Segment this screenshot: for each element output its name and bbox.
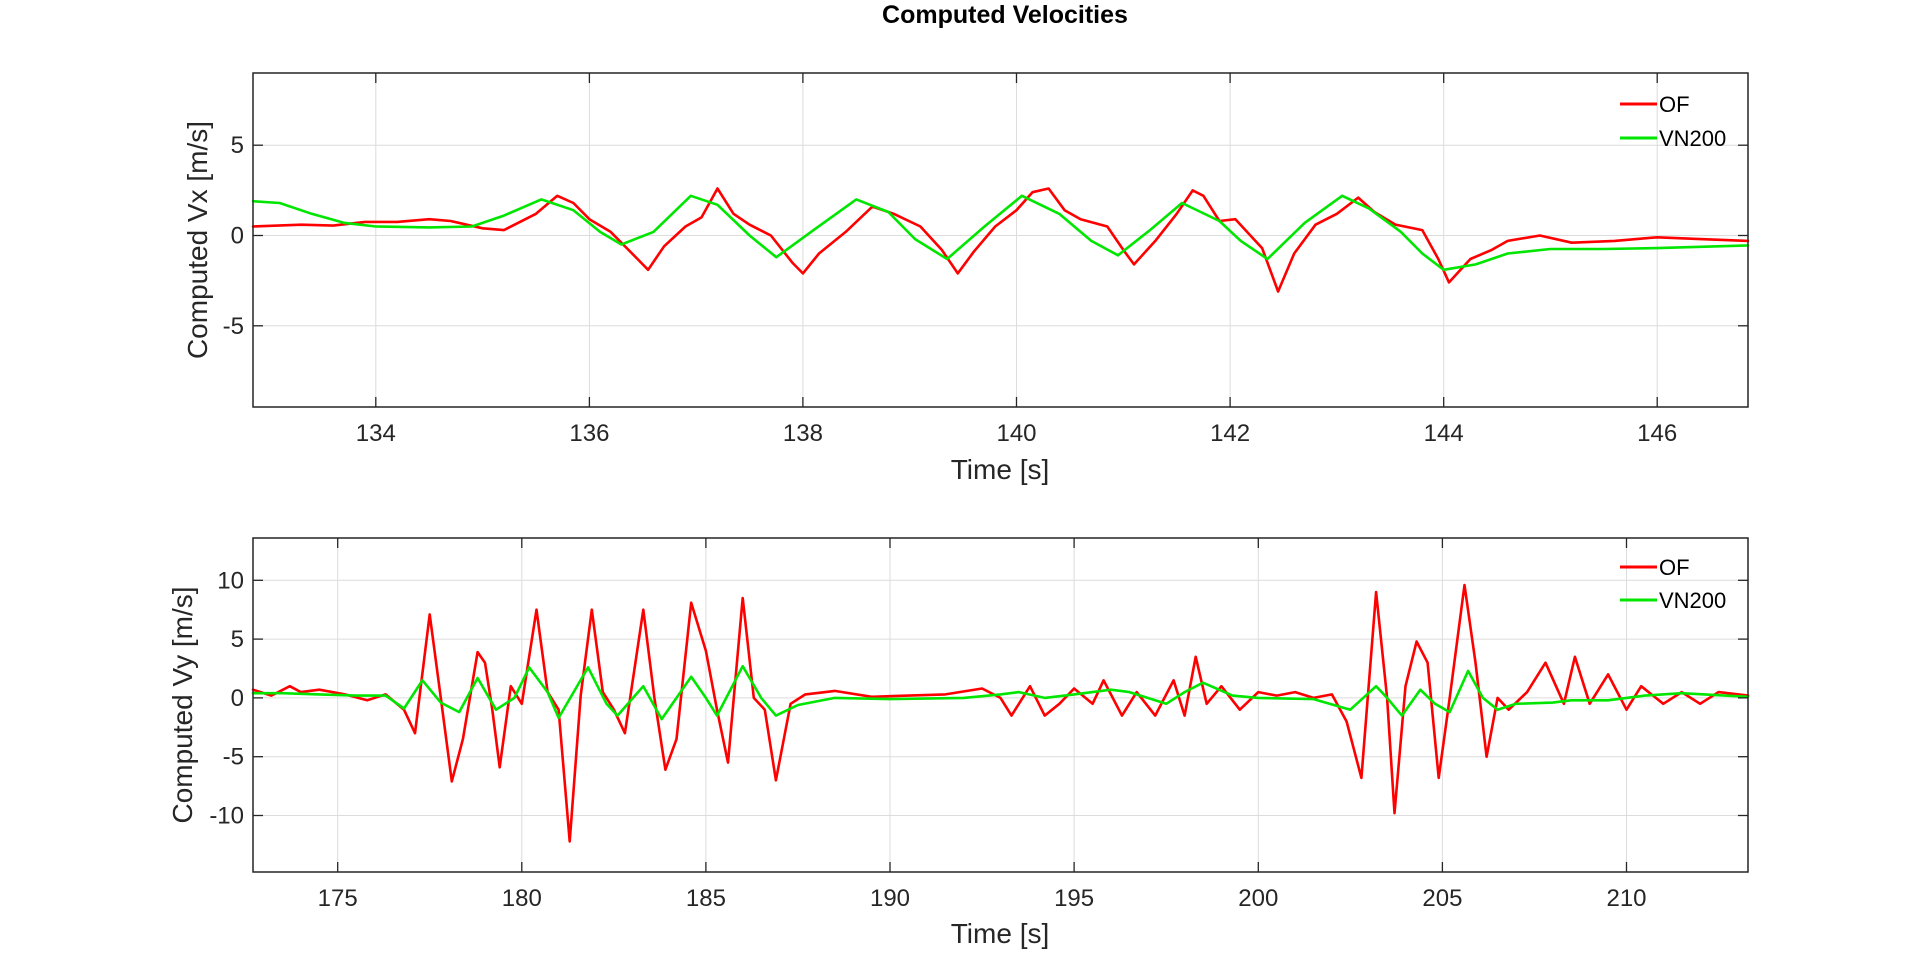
vx-series-lines (251, 187, 1750, 293)
vx-legend-vn200-label: VN200 (1659, 126, 1726, 151)
vx-series-vn200-line (251, 194, 1750, 272)
vy-x-tick-label: 175 (318, 885, 358, 912)
vy-legend: OF VN200 (1620, 555, 1726, 613)
vy-x-tick-label: 180 (502, 885, 542, 912)
vx-x-tick-label: 138 (783, 420, 823, 447)
vx-x-tick-label: 140 (996, 420, 1036, 447)
vx-x-tick-label: 142 (1210, 420, 1250, 447)
vx-x-tick-label: 134 (356, 420, 396, 447)
vy-legend-of-label: OF (1659, 555, 1690, 580)
vy-subplot: 175 180 185 190 195 200 205 210 -10 -5 0 5 10 Time [… (167, 537, 1750, 949)
vy-x-tick-label: 195 (1054, 885, 1094, 912)
vy-plot-frame (252, 537, 1749, 873)
vx-y-axis-label: Computed Vx [m/s] (182, 121, 213, 359)
vx-y-tick-label: -5 (223, 313, 244, 340)
vy-x-tick-label: 185 (686, 885, 726, 912)
vx-x-axis-label: Time [s] (951, 454, 1050, 485)
vx-subplot: 134 136 138 140 142 144 146 -5 0 5 Time [s] Compu… (182, 72, 1750, 485)
vy-series-lines (251, 583, 1750, 843)
vy-x-tick-label: 210 (1606, 885, 1646, 912)
vy-x-tick-label: 200 (1238, 885, 1278, 912)
vy-x-tick-label: 205 (1422, 885, 1462, 912)
vx-legend-of-label: OF (1659, 92, 1690, 117)
vy-y-tick-label: 10 (217, 567, 244, 594)
vx-grid (253, 73, 1748, 407)
vx-plot-area (252, 72, 1749, 408)
figure-title: Computed Velocities (882, 1, 1128, 29)
vy-series-vn200-line (251, 664, 1750, 721)
vx-x-tick-label: 136 (569, 420, 609, 447)
vy-x-axis-label: Time [s] (951, 918, 1050, 949)
vy-y-tick-label: -10 (209, 803, 244, 830)
vx-legend: OF VN200 (1620, 92, 1726, 151)
vx-x-tick-label: 146 (1637, 420, 1677, 447)
vy-series-of-line (251, 583, 1750, 843)
vx-x-tick-label: 144 (1424, 420, 1464, 447)
vx-ticks: 134 136 138 140 142 144 146 -5 0 5 (223, 73, 1748, 447)
vy-y-tick-label: 0 (231, 685, 244, 712)
vy-ticks: 175 180 185 190 195 200 205 210 -10 -5 0 5 10 (209, 538, 1748, 912)
vy-plot-area (252, 537, 1749, 873)
vy-y-tick-label: 5 (231, 626, 244, 653)
vx-y-tick-label: 5 (231, 132, 244, 159)
vx-plot-frame (252, 72, 1749, 408)
vy-y-tick-label: -5 (223, 744, 244, 771)
vy-x-tick-label: 190 (870, 885, 910, 912)
vy-y-axis-label: Computed Vy [m/s] (167, 586, 198, 823)
vy-legend-vn200-label: VN200 (1659, 588, 1726, 613)
vx-y-tick-label: 0 (231, 223, 244, 250)
vx-series-of-line (251, 187, 1750, 293)
